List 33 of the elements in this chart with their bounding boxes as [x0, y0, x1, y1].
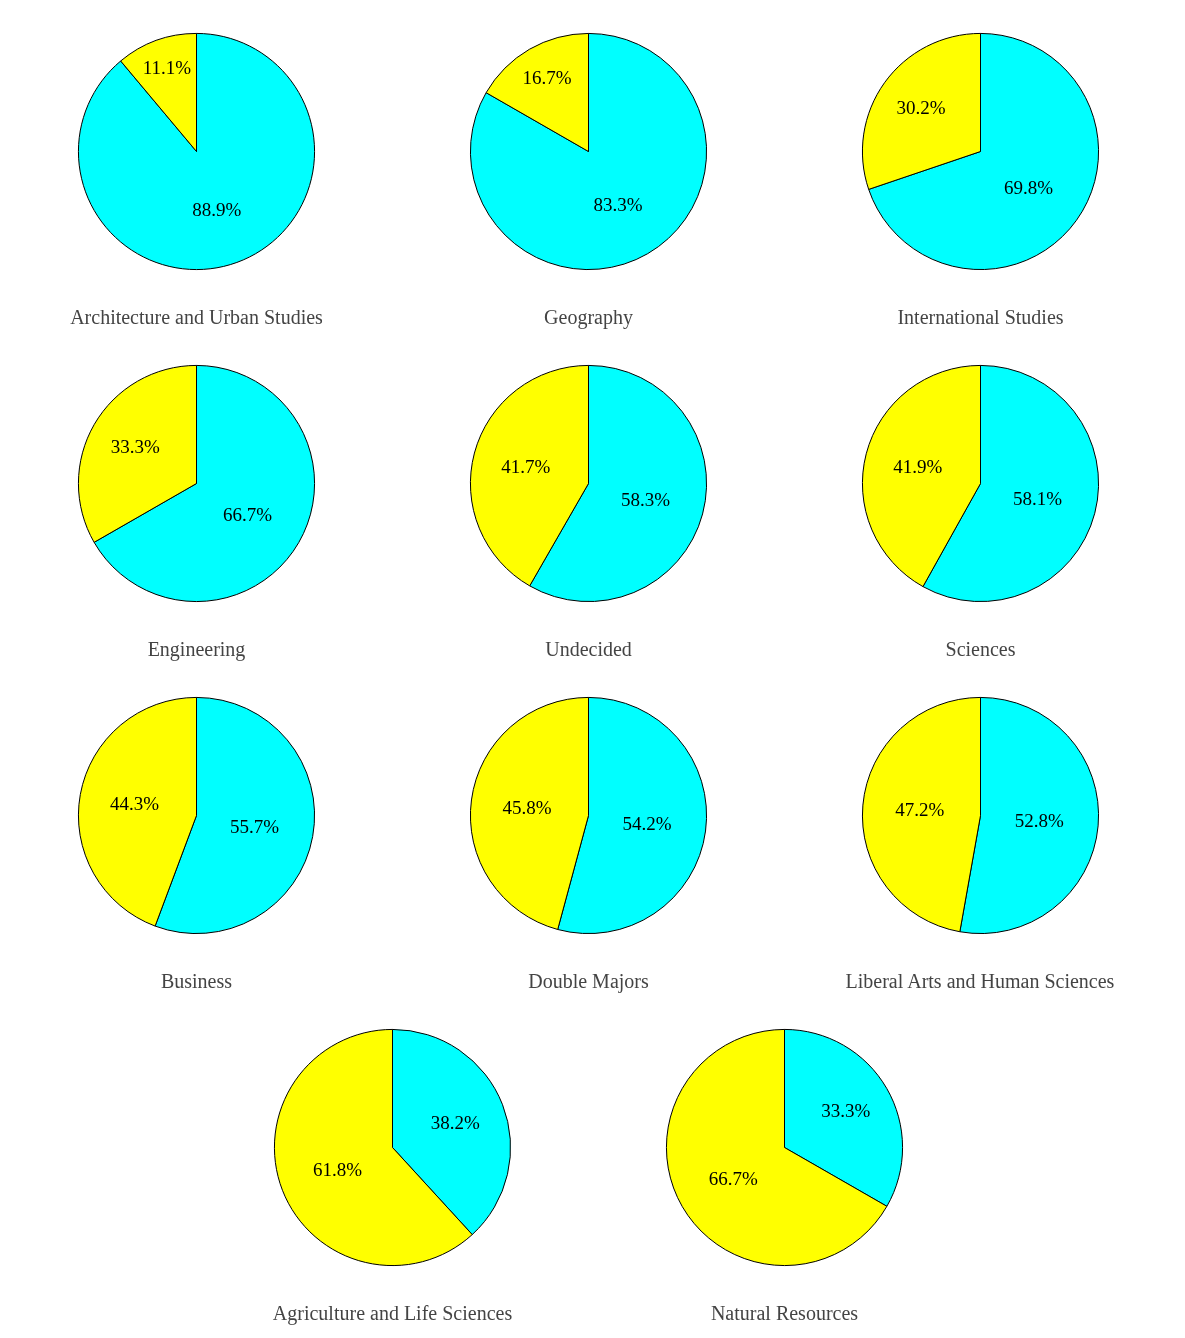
- text: Geography: [544, 305, 633, 329]
- data-label: 41.9%: [893, 456, 943, 478]
- text: Natural Resources: [710, 1301, 859, 1324]
- data-label: 44.3%: [109, 793, 160, 815]
- data-label: 61.8%: [312, 1159, 363, 1181]
- text: International Studies: [897, 305, 1064, 328]
- data-label: 58.3%: [621, 488, 671, 510]
- data-label: 16.7%: [522, 66, 572, 88]
- text: Agriculture and Life Sciences: [272, 1301, 513, 1325]
- data-label: 66.7%: [223, 503, 273, 525]
- data-label: 41.7%: [501, 455, 551, 477]
- text: Architecture and Urban Studies: [70, 305, 324, 328]
- data-label: 33.3%: [110, 436, 160, 458]
- data-label: 58.1%: [1013, 488, 1063, 510]
- data-label: 30.2%: [896, 96, 946, 118]
- text: Liberal Arts and Human Sciences: [845, 969, 1115, 992]
- data-label: 38.2%: [430, 1111, 481, 1133]
- data-label: 52.8%: [1014, 810, 1065, 832]
- data-label: 45.8%: [502, 796, 552, 818]
- data-label: 33.3%: [821, 1100, 871, 1122]
- data-label: 11.1%: [142, 56, 192, 78]
- data-label: 54.2%: [622, 813, 672, 835]
- text: Undecided: [545, 637, 632, 660]
- text: Double Majors: [528, 969, 649, 993]
- data-label: 69.8%: [1003, 176, 1054, 198]
- text: Sciences: [945, 637, 1016, 660]
- data-label: 66.7%: [708, 1167, 759, 1189]
- data-label: 47.2%: [895, 799, 945, 821]
- text: Engineering: [147, 637, 246, 661]
- text: Business: [160, 969, 233, 992]
- data-label: 83.3%: [593, 194, 643, 216]
- data-label: 88.9%: [192, 198, 242, 220]
- data-label: 55.7%: [230, 815, 280, 837]
